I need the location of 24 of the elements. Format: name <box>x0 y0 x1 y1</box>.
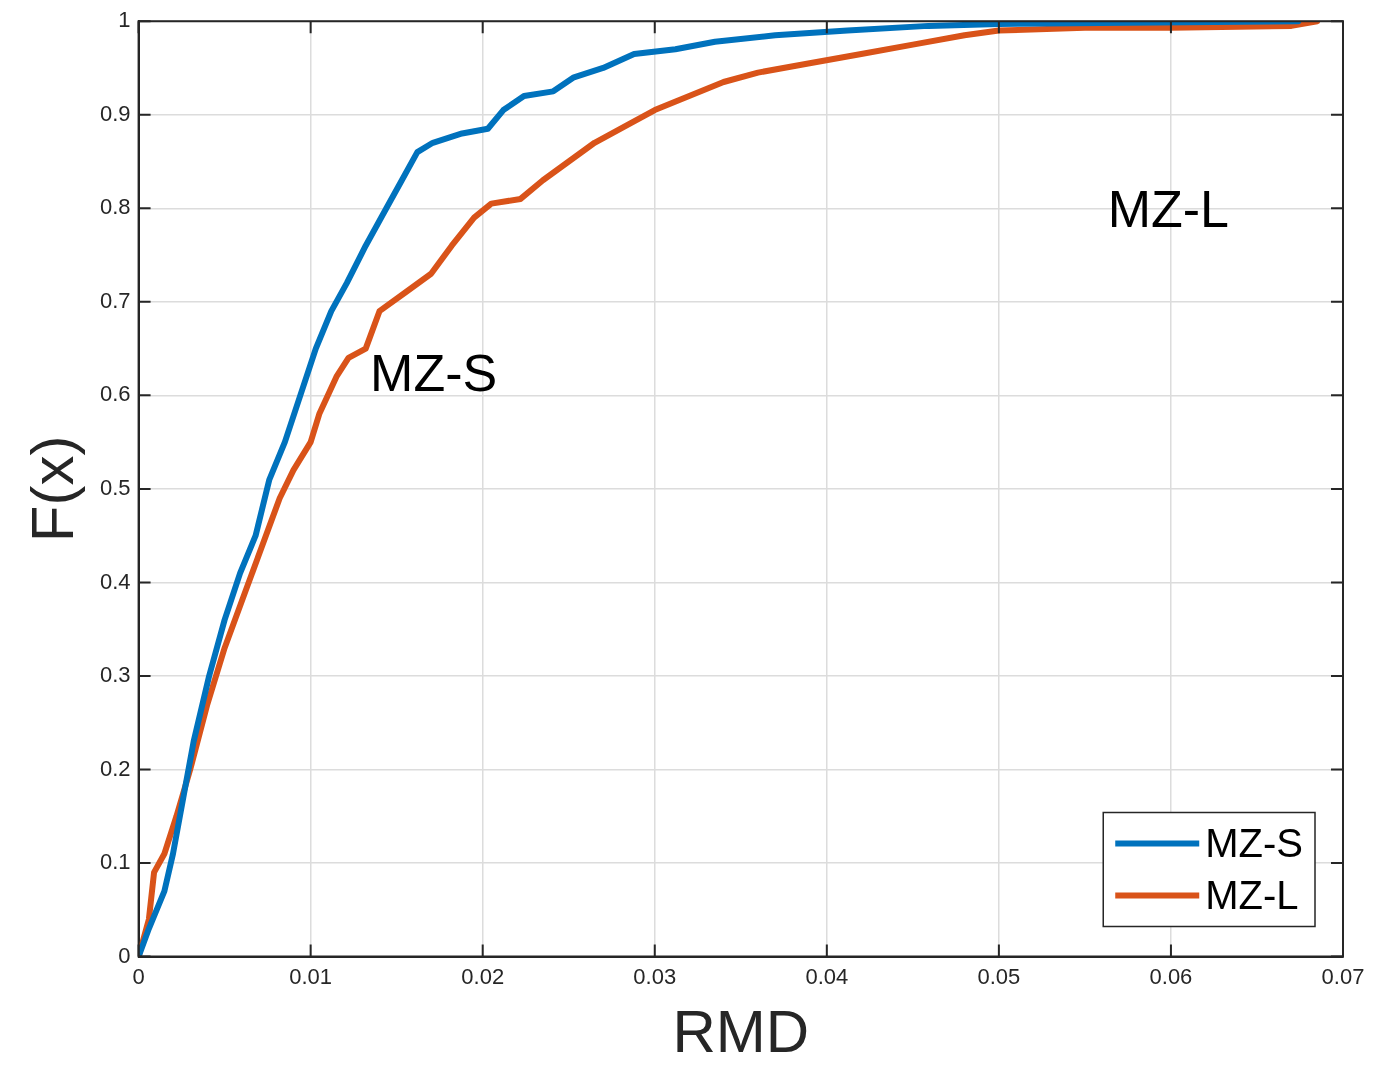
x-tick-label: 0.06 <box>1149 963 1193 989</box>
y-tick-label: 0.5 <box>99 474 131 500</box>
x-tick-label: 0.04 <box>805 963 849 989</box>
y-tick-label: 0.1 <box>99 849 131 875</box>
y-tick-label: 0 <box>118 942 131 968</box>
legend-label: MZ-L <box>1205 872 1299 917</box>
x-tick-label: 0.01 <box>289 963 333 989</box>
y-tick-label: 0.4 <box>99 568 131 594</box>
x-tick-label: 0.03 <box>633 963 677 989</box>
y-axis-title: F(x) <box>18 435 86 543</box>
annotation: MZ-S <box>370 344 498 402</box>
annotation: MZ-L <box>1107 180 1230 239</box>
y-tick-label: 0.7 <box>99 287 131 313</box>
y-tick-label: 1 <box>118 7 131 33</box>
y-tick-label: 0.3 <box>99 662 131 688</box>
x-tick-label: 0.05 <box>977 963 1021 989</box>
y-tick-label: 0.6 <box>99 381 131 407</box>
y-tick-label: 0.9 <box>99 100 131 126</box>
x-axis-title: RMD <box>672 997 810 1065</box>
x-tick-label: 0.07 <box>1321 963 1365 989</box>
legend-label: MZ-S <box>1205 820 1304 865</box>
x-tick-label: 0.02 <box>461 963 505 989</box>
y-tick-label: 0.8 <box>99 194 131 220</box>
y-tick-label: 0.2 <box>99 755 131 781</box>
